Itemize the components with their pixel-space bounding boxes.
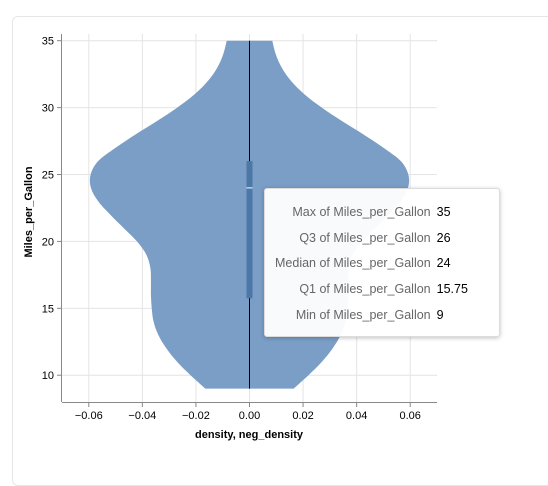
y-axis-title: Miles_per_Gallon [23,166,35,257]
tooltip-value: 35 [436,204,451,219]
tooltip-value: 26 [436,230,451,245]
tooltip-key: Max of Miles_per_Gallon [292,204,431,219]
y-tick-label: 30 [42,103,54,115]
x-tick-label: −0.04 [128,410,156,422]
tooltip-key: Q3 of Miles_per_Gallon [299,230,431,245]
y-tick-label: 15 [42,303,54,315]
x-tick-label: −0.02 [182,410,210,422]
tooltip-value: 9 [436,308,444,323]
y-tick-label: 25 [42,170,54,182]
y-tick-label: 10 [42,370,54,382]
tooltip: Max of Miles_per_Gallon 35 Q3 of Miles_per… [264,188,500,337]
tooltip-value: 15.75 [436,282,468,297]
tooltip-row: Median of Miles_per_Gallon 24 [275,251,468,277]
axes: −0.06 −0.04 −0.02 0.00 0.02 0.04 0.06 10 15 20 25 3… [42,34,437,422]
tooltip-row: Q1 of Miles_per_Gallon 15.75 [275,276,468,302]
x-tick-label: 0.06 [400,410,421,422]
tooltip-row: Min of Miles_per_Gallon 9 [275,302,468,328]
y-tick-label: 35 [42,36,54,48]
tooltip-table: Max of Miles_per_Gallon 35 Q3 of Miles_per… [275,199,468,328]
x-tick-label: 0.02 [292,410,313,422]
tooltip-key: Min of Miles_per_Gallon [295,308,431,323]
x-axis-title: density, neg_density [195,429,304,441]
x-tick-label: 0.04 [346,410,367,422]
tooltip-key: Median of Miles_per_Gallon [275,256,431,271]
box-layer [246,40,253,389]
tooltip-key: Q1 of Miles_per_Gallon [299,282,431,297]
iqr-box[interactable] [246,161,253,299]
tooltip-row: Q3 of Miles_per_Gallon 26 [275,225,468,251]
x-tick-label: −0.06 [75,410,103,422]
tooltip-row: Max of Miles_per_Gallon 35 [275,199,468,225]
tooltip-value: 24 [436,256,451,271]
x-tick-label: 0.00 [239,410,260,422]
y-tick-label: 20 [42,236,54,248]
